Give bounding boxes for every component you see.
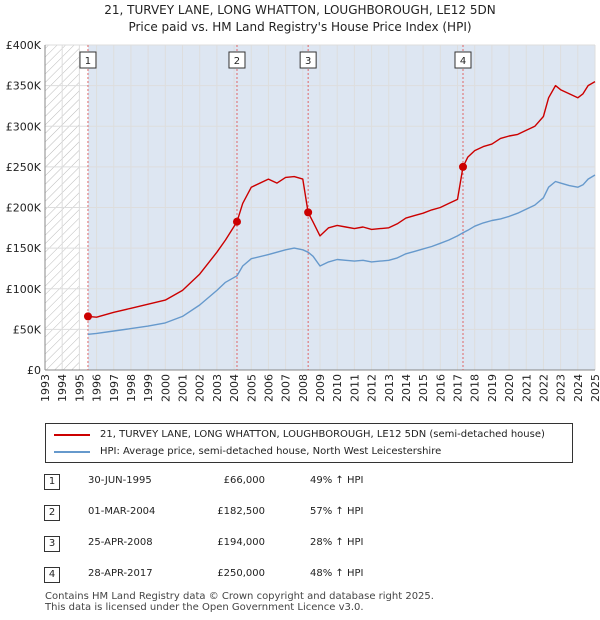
transaction-hpi: 57% ↑ HPI: [310, 506, 364, 517]
x-tick-label: 2001: [177, 374, 190, 402]
legend-swatch-price: [54, 434, 90, 436]
transaction-date: 01-MAR-2004: [88, 506, 156, 517]
transaction-hpi: 49% ↑ HPI: [310, 475, 364, 486]
footer-copyright: Contains HM Land Registry data © Crown c…: [45, 591, 434, 602]
x-tick-label: 1993: [39, 374, 52, 402]
sale-number-label: 3: [305, 56, 311, 67]
x-tick-label: 2003: [211, 374, 224, 402]
x-tick-label: 2017: [452, 374, 465, 402]
x-tick-label: 2023: [555, 374, 568, 402]
transaction-row: 2 01-MAR-2004 £182,500 57% ↑ HPI: [0, 501, 600, 531]
transaction-badge: 4: [44, 567, 60, 583]
legend: 21, TURVEY LANE, LONG WHATTON, LOUGHBORO…: [45, 423, 573, 463]
sale-number-box: [299, 51, 317, 69]
x-tick-label: 2012: [366, 374, 379, 402]
transaction-badge: 2: [44, 505, 60, 521]
y-tick-label: £400K: [6, 39, 42, 52]
y-tick-label: £50K: [13, 323, 42, 336]
transaction-row: 4 28-APR-2017 £250,000 48% ↑ HPI: [0, 563, 600, 593]
sale-number-box: [454, 51, 472, 69]
price-chart: £0 £50K £100K £150K £200K £250K £300K £350K £400…: [6, 39, 600, 402]
x-tick-label: 2006: [262, 374, 275, 402]
sale-point: [459, 162, 467, 171]
transaction-price: £66,000: [223, 475, 265, 486]
chart-title: 21, TURVEY LANE, LONG WHATTON, LOUGHBORO…: [104, 3, 496, 17]
transaction-price: £182,500: [217, 506, 265, 517]
transaction-price: £250,000: [217, 568, 265, 579]
sale-number-label: 2: [234, 56, 240, 67]
x-tick-label: 2016: [434, 374, 447, 402]
x-tick-label: 2019: [486, 374, 499, 402]
y-tick-label: £200K: [6, 202, 42, 215]
transaction-price: £194,000: [217, 537, 265, 548]
x-tick-label: 2018: [469, 374, 482, 402]
x-tick-label: 2000: [159, 374, 172, 402]
transaction-badge: 1: [44, 474, 60, 490]
x-tick-label: 2011: [348, 374, 361, 402]
x-tick-label: 2024: [572, 374, 585, 402]
x-tick-label: 2005: [245, 374, 258, 402]
transaction-date: 28-APR-2017: [88, 568, 153, 579]
x-tick-label: 2007: [280, 374, 293, 402]
legend-label-price: 21, TURVEY LANE, LONG WHATTON, LOUGHBORO…: [100, 429, 545, 440]
x-tick-label: 2009: [314, 374, 327, 402]
sale-number-box: [79, 51, 97, 69]
x-tick-label: 1997: [108, 374, 121, 402]
transaction-badge: 3: [44, 536, 60, 552]
y-tick-label: £150K: [6, 242, 42, 255]
footer-licence: This data is licensed under the Open Gov…: [45, 602, 364, 613]
x-tick-label: 1996: [91, 374, 104, 402]
y-tick-label: £100K: [6, 283, 42, 296]
x-tick-label: 2014: [400, 374, 413, 402]
x-tick-label: 2010: [331, 374, 344, 402]
sale-point: [232, 217, 241, 226]
sale-point: [83, 312, 92, 321]
x-tick-label: 2020: [503, 374, 516, 402]
x-tick-label: 2021: [520, 374, 533, 402]
chart-subtitle: Price paid vs. HM Land Registry's House …: [128, 20, 472, 34]
x-tick-label: 2013: [383, 374, 396, 402]
x-tick-label: 2025: [589, 374, 600, 402]
x-tick-label: 1994: [56, 374, 69, 402]
sale-point: [304, 208, 313, 217]
x-tick-label: 1995: [73, 374, 86, 402]
transaction-row: 1 30-JUN-1995 £66,000 49% ↑ HPI: [0, 470, 600, 500]
hpi-line: [87, 174, 596, 335]
transaction-hpi: 48% ↑ HPI: [310, 568, 364, 579]
legend-label-hpi: HPI: Average price, semi-detached house,…: [100, 446, 442, 457]
x-tick-label: 1998: [125, 374, 138, 402]
x-tick-label: 2022: [537, 374, 550, 402]
sale-number-label: 4: [460, 56, 466, 67]
x-tick-label: 1999: [142, 374, 155, 402]
transaction-row: 3 25-APR-2008 £194,000 28% ↑ HPI: [0, 532, 600, 562]
y-tick-label: £300K: [6, 120, 42, 133]
sale-number-box: [228, 51, 246, 69]
transaction-date: 25-APR-2008: [88, 537, 153, 548]
y-tick-label: £0: [27, 364, 41, 377]
y-tick-label: £350K: [6, 80, 42, 93]
sale-number-label: 1: [85, 56, 91, 67]
x-tick-label: 2004: [228, 374, 241, 402]
price-paid-line: [87, 80, 596, 318]
footer: Contains HM Land Registry data © Crown c…: [45, 591, 434, 613]
x-tick-label: 2015: [417, 374, 430, 402]
y-tick-label: £250K: [6, 161, 42, 174]
transaction-date: 30-JUN-1995: [88, 475, 152, 486]
x-tick-label: 2008: [297, 374, 310, 402]
x-tick-label: 2002: [194, 374, 207, 402]
transaction-hpi: 28% ↑ HPI: [310, 537, 364, 548]
legend-swatch-hpi: [54, 451, 90, 453]
